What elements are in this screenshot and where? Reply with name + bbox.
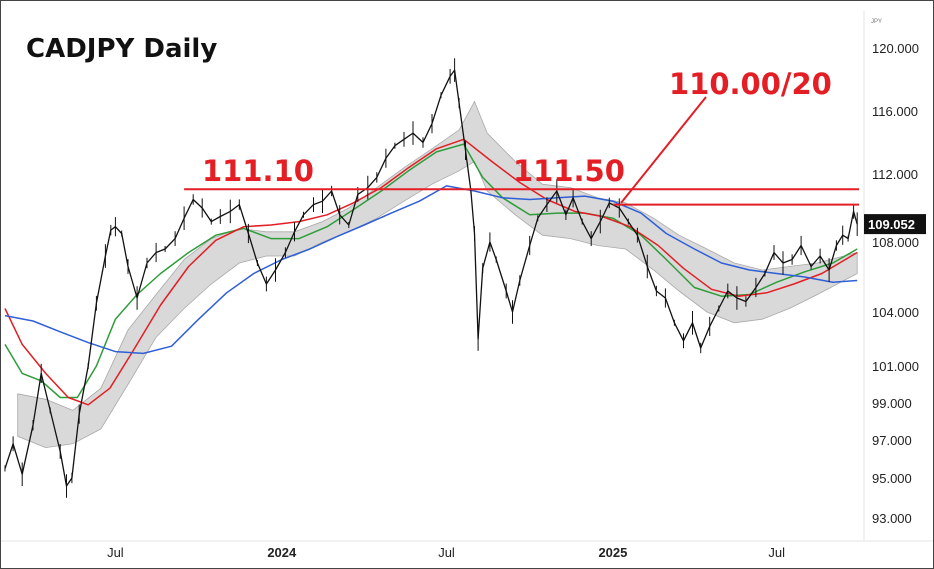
horizontal-levels-layer bbox=[184, 188, 859, 206]
moving-average-line-1 bbox=[4, 143, 858, 399]
y-tick-label: 101.000 bbox=[872, 359, 919, 374]
x-tick-label: 2025 bbox=[598, 545, 627, 560]
moving-averages-layer bbox=[4, 138, 858, 406]
y-tick-label: 95.000 bbox=[872, 471, 912, 486]
annotation-110-00-20: 110.00/20 bbox=[669, 67, 832, 101]
y-tick-label: 97.000 bbox=[872, 433, 912, 448]
y-axis: 120.000 116.000 112.000 108.000 104.000 101.0… bbox=[872, 41, 919, 526]
last-price-tag: 109.052 bbox=[864, 214, 926, 235]
y-tick-label: 120.000 bbox=[872, 41, 919, 56]
last-price-value: 109.052 bbox=[868, 217, 915, 232]
annotation-pointer-line bbox=[620, 96, 707, 204]
annotation-111-10: 111.10 bbox=[202, 154, 314, 188]
moving-average-line-2 bbox=[4, 138, 858, 406]
x-axis: Jul 2024 Jul 2025 Jul bbox=[1, 540, 933, 560]
unit-label: JPY bbox=[871, 19, 882, 25]
moving-average-line-3 bbox=[4, 185, 858, 355]
x-tick-label: 2024 bbox=[267, 545, 297, 560]
y-tick-label: 112.000 bbox=[872, 167, 918, 182]
x-tick-label: Jul bbox=[107, 545, 124, 560]
y-tick-label: 99.000 bbox=[872, 396, 912, 411]
chart-title: CADJPY Daily bbox=[26, 34, 217, 64]
annotation-111-50: 111.50 bbox=[513, 154, 625, 188]
y-tick-label: 93.000 bbox=[872, 511, 912, 526]
y-tick-label: 116.000 bbox=[872, 104, 918, 119]
x-tick-label: Jul bbox=[438, 545, 455, 560]
x-tick-label: Jul bbox=[768, 545, 785, 560]
y-tick-label: 108.000 bbox=[872, 235, 919, 250]
y-tick-label: 104.000 bbox=[872, 305, 919, 320]
last-price-box bbox=[864, 214, 926, 235]
price-layer bbox=[4, 58, 858, 498]
